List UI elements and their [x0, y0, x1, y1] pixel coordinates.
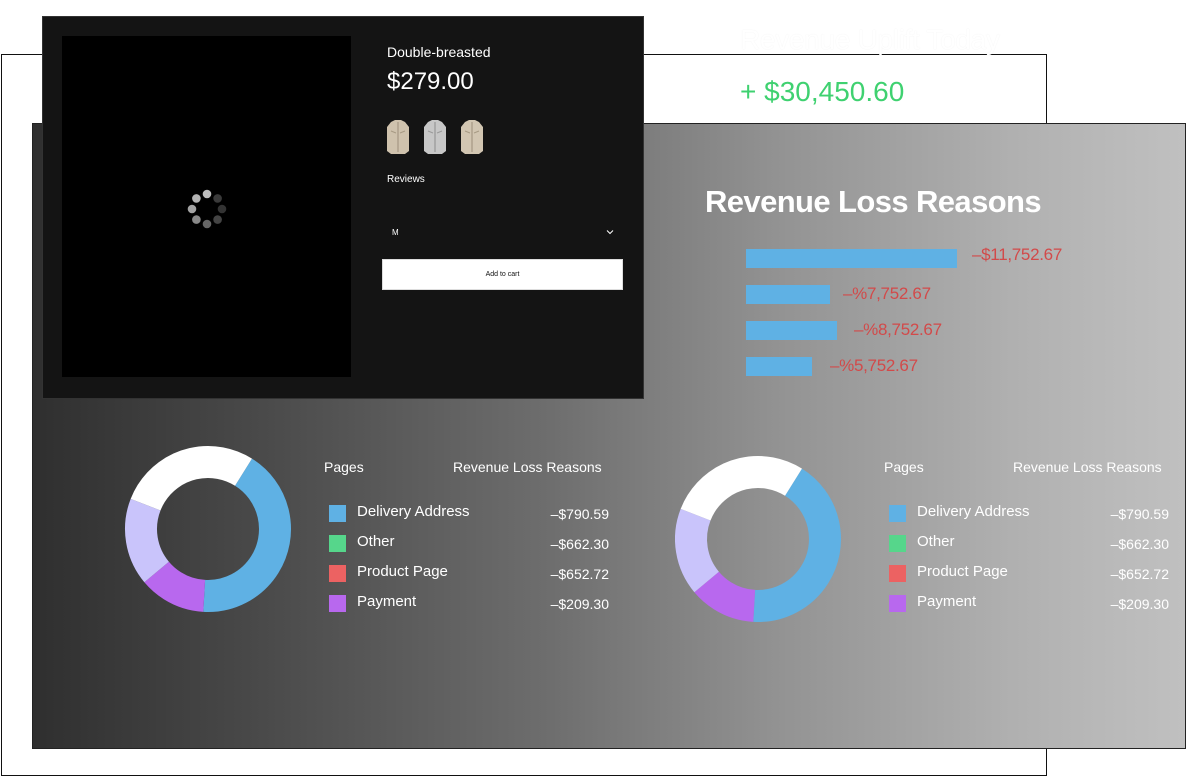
loss-bar-label-2: –%7,752.67 — [843, 284, 931, 303]
donut-segment-blue — [125, 446, 291, 612]
legend-value: –$652.72 — [1110, 566, 1169, 582]
legend-row: Product Page –$652.72 — [889, 563, 1169, 585]
legend-value: –$790.59 — [550, 506, 609, 522]
legend-swatch — [889, 595, 906, 612]
legend-row: Payment –$209.30 — [329, 593, 609, 615]
uplift-value: + $30,450.60 — [740, 76, 905, 107]
product-price: $279.00 — [387, 68, 474, 95]
loss-bar-4 — [746, 357, 812, 376]
loss-bar-label-1: –$11,752.67 — [972, 245, 1062, 264]
legend-row: Product Page –$652.72 — [329, 563, 609, 585]
size-select[interactable]: M — [387, 220, 617, 244]
legend-label: Product Page — [357, 563, 448, 580]
legend-value: –$790.59 — [1110, 506, 1169, 522]
legend-label: Payment — [357, 593, 417, 610]
size-select-value: M — [392, 228, 399, 237]
legend-swatch — [889, 505, 906, 522]
legend-swatch — [329, 535, 346, 552]
legend-label: Other — [917, 533, 955, 550]
coat-thumbnail-grey[interactable] — [422, 119, 448, 155]
loss-bar-1 — [746, 249, 957, 268]
donut-chart-right — [675, 456, 841, 622]
loss-bar-label-4: –%5,752.67 — [830, 356, 918, 375]
uplift-title: Revenue Uplift Today — [740, 24, 1000, 55]
donut-segment-purple — [125, 446, 291, 612]
reasons-column-header: Revenue Loss Reasons — [453, 459, 602, 475]
legend-row: Delivery Address –$790.59 — [889, 503, 1169, 525]
loss-bar-label-3: –%8,752.67 — [854, 320, 942, 339]
legend-value: –$652.72 — [550, 566, 609, 582]
legend-row: Delivery Address –$790.59 — [329, 503, 609, 525]
donut-chart-left — [125, 446, 291, 612]
legend-row: Other –$662.30 — [889, 533, 1169, 555]
legend-value: –$662.30 — [1110, 536, 1169, 552]
loss-reasons-title: Revenue Loss Reasons — [705, 184, 1042, 219]
chevron-down-icon — [606, 230, 614, 235]
product-card: Double-breasted $279.00 Reviews M Add to… — [42, 16, 644, 399]
reviews-label[interactable]: Reviews — [387, 174, 425, 185]
legend-row: Other –$662.30 — [329, 533, 609, 555]
pages-column-header: Pages — [324, 459, 364, 475]
legend-label: Product Page — [917, 563, 1008, 580]
donut-segment-white — [675, 456, 841, 622]
legend-swatch — [329, 595, 346, 612]
loading-spinner-icon — [187, 189, 227, 229]
product-image — [62, 36, 351, 377]
legend-swatch — [329, 565, 346, 582]
legend-swatch — [889, 565, 906, 582]
legend-value: –$209.30 — [1110, 596, 1169, 612]
legend-swatch — [329, 505, 346, 522]
legend-value: –$209.30 — [550, 596, 609, 612]
legend-value: –$662.30 — [550, 536, 609, 552]
coat-thumbnail-beige[interactable] — [459, 119, 485, 155]
loss-bar-3 — [746, 321, 837, 340]
loss-bar-2 — [746, 285, 830, 304]
reasons-column-header: Revenue Loss Reasons — [1013, 459, 1162, 475]
legend-label: Delivery Address — [917, 503, 1030, 520]
legend-label: Payment — [917, 593, 977, 610]
legend-row: Payment –$209.30 — [889, 593, 1169, 615]
coat-thumbnail-beige[interactable] — [385, 119, 411, 155]
legend-label: Other — [357, 533, 395, 550]
add-to-cart-button[interactable]: Add to cart — [382, 259, 623, 290]
legend-swatch — [889, 535, 906, 552]
product-title: Double-breasted — [387, 44, 491, 60]
legend-label: Delivery Address — [357, 503, 470, 520]
pages-column-header: Pages — [884, 459, 924, 475]
donut-segment-purple — [675, 456, 841, 622]
